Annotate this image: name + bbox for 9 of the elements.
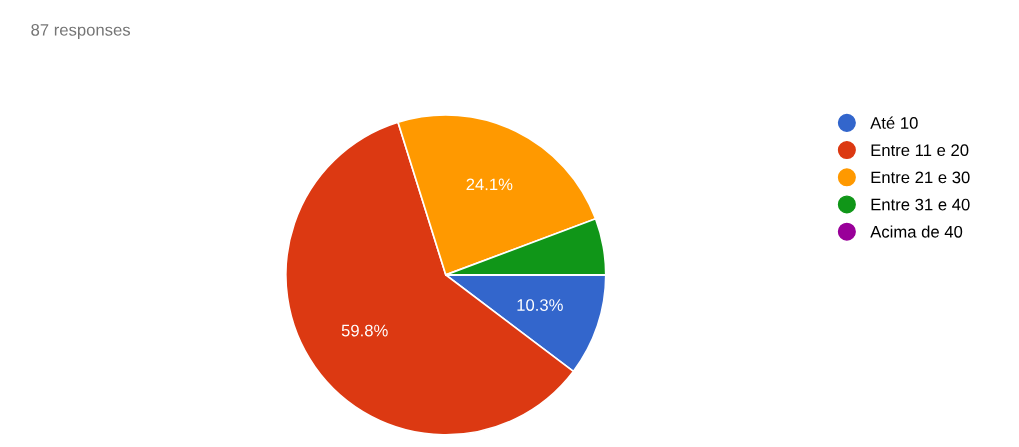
text: 87 responses	[31, 23, 131, 40]
legend-label: Acima de 40	[870, 225, 963, 238]
data-label: 10.3%	[517, 299, 563, 311]
data-label: 59.8%	[341, 324, 388, 337]
legend-label: Entre 31 e 40	[871, 198, 970, 211]
legend-label: Entre 11 e 20	[871, 144, 969, 157]
data-label: 24.1%	[466, 178, 513, 191]
legend-label: Até 10	[870, 116, 918, 129]
legend-label: Entre 21 e 30	[871, 171, 970, 184]
